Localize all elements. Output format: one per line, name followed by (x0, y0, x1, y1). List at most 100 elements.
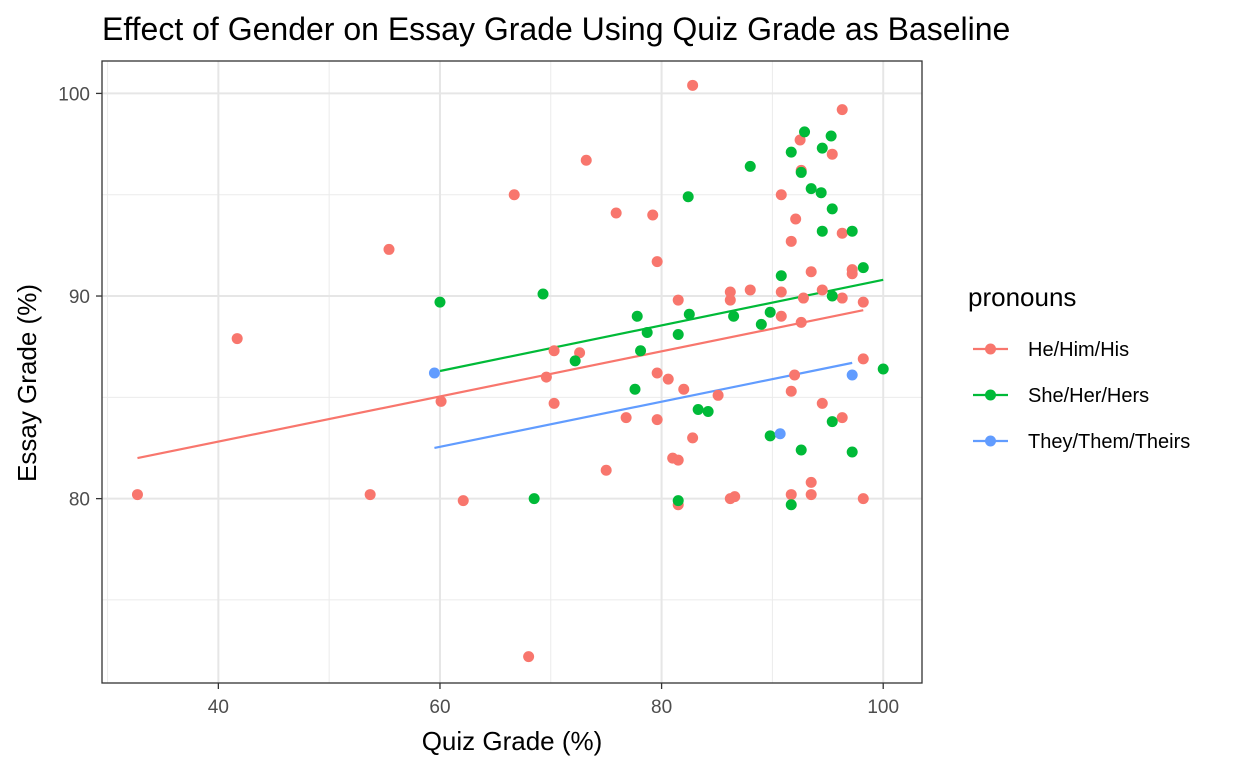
data-point (815, 187, 827, 199)
data-point (548, 397, 560, 409)
data-point (610, 207, 622, 219)
x-tick-label: 80 (651, 697, 672, 718)
data-point (428, 367, 440, 379)
y-tick-label: 100 (58, 84, 90, 105)
data-point (574, 347, 586, 359)
data-point (846, 225, 858, 237)
data-point (755, 318, 767, 330)
legend-item: He/Him/His (973, 339, 1129, 361)
data-point (790, 213, 802, 225)
data-points (131, 79, 889, 663)
data-point (826, 416, 838, 428)
data-point (672, 294, 684, 306)
data-point (231, 333, 243, 345)
data-point (805, 183, 817, 195)
legend-label: They/Them/Theirs (1028, 431, 1190, 453)
data-point (569, 355, 581, 367)
data-point (600, 464, 612, 476)
data-point (816, 142, 828, 154)
data-point (724, 294, 736, 306)
data-point (540, 371, 552, 383)
data-point (724, 286, 736, 298)
data-point (846, 369, 858, 381)
y-tick-label: 80 (69, 490, 90, 511)
y-axis-title: Essay Grade (%) (12, 284, 42, 482)
legend: pronouns He/Him/His She/Her/Hers They/Them… (968, 282, 1190, 453)
x-tick-label: 40 (208, 697, 229, 718)
data-point (805, 489, 817, 501)
data-point (548, 345, 560, 357)
data-point (774, 428, 786, 440)
data-point (857, 262, 869, 274)
data-point (651, 414, 663, 426)
data-point (712, 389, 724, 401)
panel-border-rect (101, 60, 923, 684)
data-point (620, 412, 632, 424)
legend-item: They/Them/Theirs (973, 431, 1190, 453)
data-point (672, 454, 684, 466)
data-point (857, 493, 869, 505)
y-tick-labels: 80 90 100 (58, 84, 90, 510)
data-point (805, 266, 817, 278)
data-point (816, 284, 828, 296)
data-point (785, 499, 797, 511)
data-point (789, 369, 801, 381)
data-point (826, 203, 838, 215)
data-point (836, 227, 848, 239)
fit-line (439, 278, 884, 373)
x-axis-title: Quiz Grade (%) (422, 726, 603, 756)
data-point (836, 292, 848, 304)
fit-line (137, 309, 864, 460)
data-point (775, 270, 787, 282)
data-point (877, 363, 889, 375)
fit-lines (137, 278, 884, 460)
data-point (794, 134, 806, 146)
legend-item: She/Her/Hers (973, 385, 1149, 407)
legend-key-point (985, 389, 996, 401)
data-point (647, 209, 659, 221)
data-point (785, 489, 797, 501)
data-point (816, 397, 828, 409)
data-point (641, 326, 653, 338)
data-point (775, 310, 787, 322)
legend-key-point (985, 343, 996, 355)
data-point (728, 310, 740, 322)
data-point (826, 290, 838, 302)
data-point (702, 406, 714, 418)
panel-border (101, 60, 923, 684)
data-point (687, 79, 699, 91)
x-tick-labels: 40 60 80 100 (208, 697, 899, 718)
x-tick-label: 100 (867, 697, 899, 718)
data-point (775, 189, 787, 201)
data-point (678, 383, 690, 395)
data-point (846, 268, 858, 280)
data-point (857, 296, 869, 308)
data-point (785, 385, 797, 397)
data-point (795, 444, 807, 456)
data-point (631, 310, 643, 322)
legend-title: pronouns (968, 282, 1076, 312)
data-point (528, 493, 540, 505)
data-point (846, 446, 858, 458)
x-tick-label: 60 (429, 697, 450, 718)
data-point (764, 430, 776, 442)
data-point (692, 403, 704, 415)
panel-background (102, 61, 922, 683)
data-point (785, 235, 797, 247)
data-point (523, 651, 535, 663)
panel-bg-rect (102, 61, 922, 683)
legend-key-point (985, 435, 996, 447)
data-point (795, 166, 807, 178)
data-point (682, 191, 694, 203)
y-tick-label: 90 (69, 287, 90, 308)
data-point (857, 353, 869, 365)
data-point (744, 284, 756, 296)
fit-line (434, 361, 853, 450)
data-point (131, 489, 143, 501)
data-point (672, 329, 684, 341)
data-point (799, 126, 811, 138)
data-point (797, 292, 809, 304)
data-point (651, 367, 663, 379)
data-point (635, 345, 647, 357)
legend-label: She/Her/Hers (1028, 385, 1149, 407)
